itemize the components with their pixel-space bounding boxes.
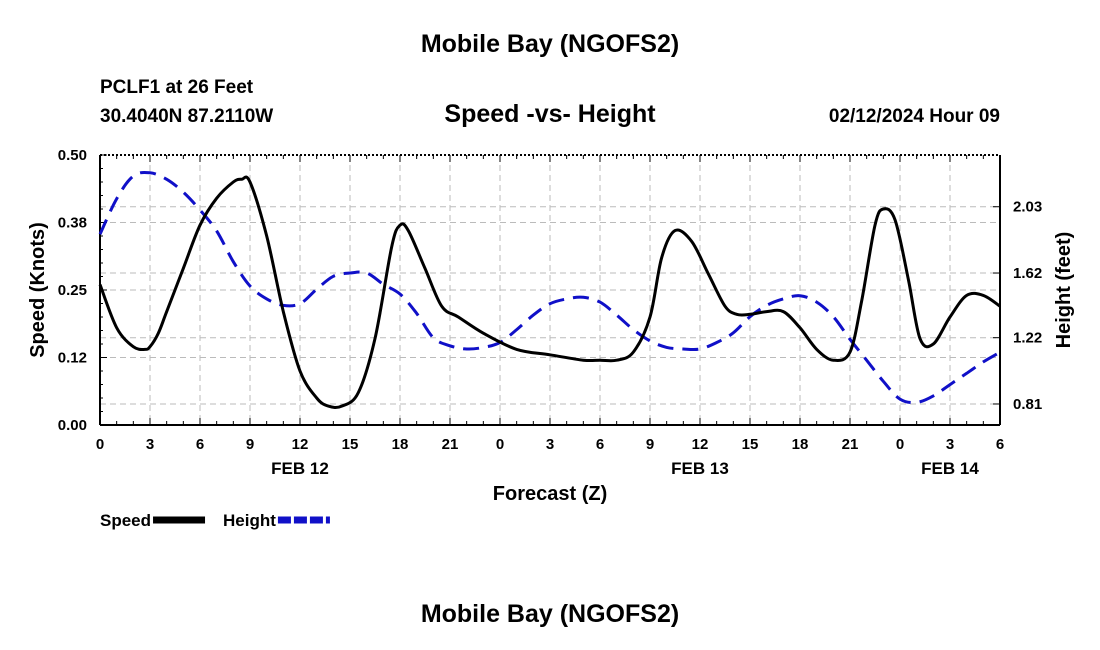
y-right-tick-label: 1.22 — [1013, 330, 1042, 347]
forecast-datetime: 02/12/2024 Hour 09 — [828, 106, 1000, 127]
date-label: FEB 14 — [921, 459, 979, 478]
x-tick-label: 3 — [146, 436, 154, 453]
y-left-tick-label: 0.25 — [58, 282, 87, 299]
y-right-tick-label: 0.81 — [1013, 396, 1042, 413]
x-tick-label: 3 — [946, 436, 954, 453]
x-tick-label: 15 — [342, 436, 359, 453]
x-tick-label: 0 — [896, 436, 904, 453]
y-right-tick-label: 2.03 — [1013, 199, 1042, 216]
date-label: FEB 12 — [271, 459, 329, 478]
x-tick-label: 18 — [392, 436, 409, 453]
x-tick-label: 12 — [292, 436, 309, 453]
y-left-axis-title: Speed (Knots) — [27, 222, 49, 358]
speed-series-line — [98, 175, 1001, 409]
chart-subtitle: Speed -vs- Height — [444, 100, 656, 128]
x-tick-label: 6 — [996, 436, 1004, 453]
y-left-tick-label: 0.12 — [58, 350, 87, 367]
station-coordinates: 30.4040N 87.2110W — [100, 106, 274, 127]
legend-label-height: Height — [223, 511, 276, 530]
height-series-line — [98, 170, 1001, 405]
x-tick-label: 21 — [842, 436, 859, 453]
y-right-tick-label: 1.62 — [1013, 265, 1042, 282]
y-left-tick-label: 0.38 — [58, 215, 87, 232]
x-tick-label: 0 — [96, 436, 104, 453]
legend-label-speed: Speed — [100, 511, 151, 530]
x-tick-label: 18 — [792, 436, 809, 453]
x-tick-label: 6 — [196, 436, 204, 453]
y-left-tick-label: 0.50 — [58, 147, 87, 164]
x-tick-label: 6 — [596, 436, 604, 453]
x-tick-label: 0 — [496, 436, 504, 453]
main-title: Mobile Bay (NGOFS2) — [420, 30, 680, 58]
x-tick-label: 15 — [742, 436, 759, 453]
bottom-title: Mobile Bay (NGOFS2) — [420, 600, 680, 628]
y-right-axis-title: Height (feet) — [1053, 232, 1075, 349]
x-tick-label: 3 — [546, 436, 554, 453]
x-tick-label: 12 — [692, 436, 709, 453]
x-axis-title: Forecast (Z) — [493, 483, 607, 505]
y-left-tick-label: 0.00 — [58, 417, 87, 434]
date-label: FEB 13 — [671, 459, 729, 478]
x-tick-label: 9 — [246, 436, 254, 453]
x-tick-label: 21 — [442, 436, 459, 453]
x-tick-label: 9 — [646, 436, 654, 453]
station-label: PCLF1 at 26 Feet — [100, 77, 254, 98]
